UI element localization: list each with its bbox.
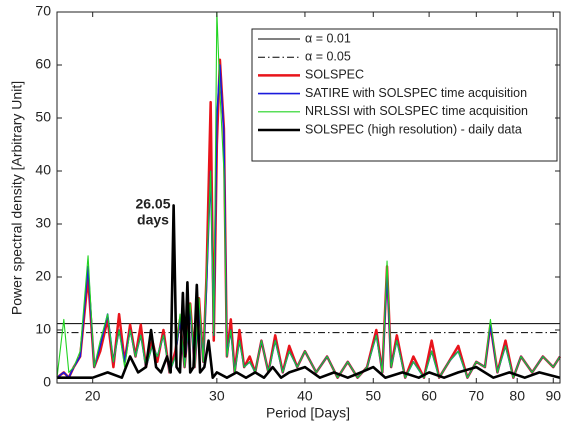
annotation: 26.05 bbox=[135, 196, 170, 212]
legend-box bbox=[251, 28, 558, 162]
legend: α = 0.01 α = 0.05 SOLSPEC SATIRE with SOLSP… bbox=[251, 28, 558, 162]
x-tick-label: 50 bbox=[365, 388, 381, 404]
y-tick-label: 60 bbox=[35, 56, 51, 72]
annotation: days bbox=[137, 212, 169, 228]
x-axis-label: Period [Days] bbox=[266, 405, 350, 421]
y-tick-label: 30 bbox=[35, 215, 51, 231]
plot-area bbox=[56, 11, 562, 379]
legend-label: SATIRE with SOLSPEC time acquisition bbox=[305, 86, 527, 100]
x-tick-label: 80 bbox=[509, 388, 525, 404]
x-tick-label: 70 bbox=[469, 388, 485, 404]
x-tick-label: 90 bbox=[545, 388, 561, 404]
data-line bbox=[57, 204, 561, 379]
axes-frame bbox=[56, 11, 561, 384]
legend-label: α = 0.05 bbox=[305, 49, 351, 63]
legend-label: SOLSPEC bbox=[305, 68, 364, 82]
x-tick-label: 40 bbox=[297, 388, 313, 404]
x-tick-label: 20 bbox=[85, 388, 101, 404]
y-axis-label: Power spectral density [Arbitrary Unit] bbox=[9, 81, 25, 315]
y-tick-label: 40 bbox=[35, 162, 51, 178]
y-tick-label: 0 bbox=[43, 374, 51, 390]
x-tick-label: 60 bbox=[421, 388, 437, 404]
data-line bbox=[56, 11, 561, 379]
legend-label: NRLSSI with SOLSPEC time acquisition bbox=[305, 104, 528, 118]
y-tick-label: 20 bbox=[35, 268, 51, 284]
y-tick-label: 10 bbox=[35, 321, 51, 337]
legend-label: SOLSPEC (high resolution) - daily data bbox=[305, 122, 522, 136]
y-tick-label: 70 bbox=[35, 3, 51, 19]
y-tick-label: 50 bbox=[35, 109, 51, 125]
legend-label: α = 0.01 bbox=[305, 31, 351, 45]
x-tick-label: 30 bbox=[209, 388, 225, 404]
